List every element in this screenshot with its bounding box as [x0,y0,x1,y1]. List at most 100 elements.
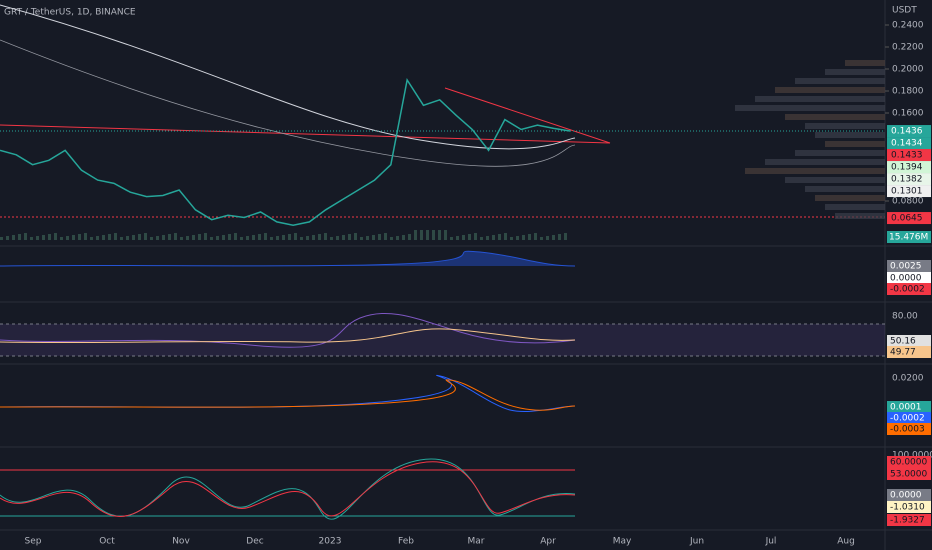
volume-bar [42,235,45,240]
volume-bar [456,236,459,240]
volume-profile [775,87,885,93]
volume-badge-label: 15.476M [889,233,928,243]
volume-profile [785,177,885,183]
y-tick-label: 0.1600 [892,109,924,119]
panel-axis-label: 0.0200 [892,374,924,384]
volume-bar [342,235,345,240]
panel-badge-label: -1.9327 [890,516,925,526]
volume-badge [887,231,931,243]
panel-badge [887,401,931,413]
price-badge [887,161,931,174]
price-badge-label: 0.1301 [891,187,923,197]
volume-bar [354,233,357,240]
panel-badge [887,501,931,513]
ma-line [0,39,576,167]
price-badge [887,137,931,150]
volume-bar [510,237,513,240]
osc-area [0,250,576,267]
panel-badge [887,346,931,358]
volume-bar [300,237,303,240]
panel-badge-label: 0.0000 [890,274,922,284]
volume-profile [825,204,885,210]
panel-badge-label: -0.0002 [890,414,925,424]
volume-bar [294,233,297,240]
volume-bar [192,235,195,240]
volume-profile [785,114,885,120]
volume-profile [795,150,885,156]
price-badge [887,149,931,162]
panel-badge [887,260,931,272]
y-tick-label: 0.2200 [892,43,924,53]
volume-bar [480,237,483,240]
volume-bar [270,237,273,240]
y-tick-label: 0.2000 [892,65,924,75]
volume-bar [180,237,183,240]
rsi-line [0,312,576,348]
volume-bar [378,234,381,240]
x-tick-label: Mar [468,537,485,547]
stoch-d [0,461,576,517]
volume-bar [198,234,201,240]
volume-bar [474,233,477,240]
volume-bar [330,237,333,240]
panel-badge-label: 0.0000 [890,491,922,501]
volume-bar [162,235,165,240]
volume-bar [492,235,495,240]
panel-badge-label: -1.0310 [890,503,925,513]
volume-bar [240,237,243,240]
volume-profile [835,213,885,219]
volume-bar [72,235,75,240]
panel-badge [887,456,931,468]
volume-bar [462,235,465,240]
panel-badge [887,489,931,501]
volume-bar [0,237,3,240]
volume-bar [498,234,501,240]
panel-badge-label: 53.0000 [890,470,927,480]
panel-badge-label: 0.0025 [890,262,922,272]
y-tick-label: 0.0800 [892,197,924,207]
y-tick-label: 0.1800 [892,87,924,97]
panel-badge [887,283,931,295]
volume-bar [402,235,405,240]
volume-bar [522,235,525,240]
panel-axis-label: 80.00 [892,312,918,322]
trend-line [444,87,611,144]
x-tick-label: Jul [765,537,777,547]
volume-bar [102,235,105,240]
volume-profile [825,69,885,75]
volume-bar [36,236,39,240]
stoch-k [0,458,576,520]
volume-bar [258,234,261,240]
volume-bar [132,235,135,240]
volume-bar [144,233,147,240]
volume-profile [815,195,885,201]
panel-badge-label: 50.16 [890,337,916,347]
volume-profile [845,60,885,66]
volume-bar [450,237,453,240]
volume-profile [745,168,885,174]
volume-bar [216,236,219,240]
x-tick-label: Oct [99,537,115,547]
price-badge [887,173,931,186]
volume-bar [246,236,249,240]
volume-bar [306,236,309,240]
rsi-ma [0,328,576,344]
volume-bar [438,230,441,240]
volume-bar [564,233,567,240]
volume-profile [815,132,885,138]
panel-badge-label: -0.0003 [890,425,925,435]
price-badge [887,125,931,138]
volume-bar [96,236,99,240]
panel-badge-label: 60.0000 [890,458,927,468]
volume-bar [504,233,507,240]
x-tick-label: Nov [172,537,190,547]
volume-bar [78,234,81,240]
panel-badge-label: 0.0001 [890,403,922,413]
volume-bar [558,234,561,240]
volume-bar [24,233,27,240]
volume-bar [360,237,363,240]
volume-bar [384,233,387,240]
volume-profile [765,159,885,165]
x-tick-label: May [613,537,632,547]
